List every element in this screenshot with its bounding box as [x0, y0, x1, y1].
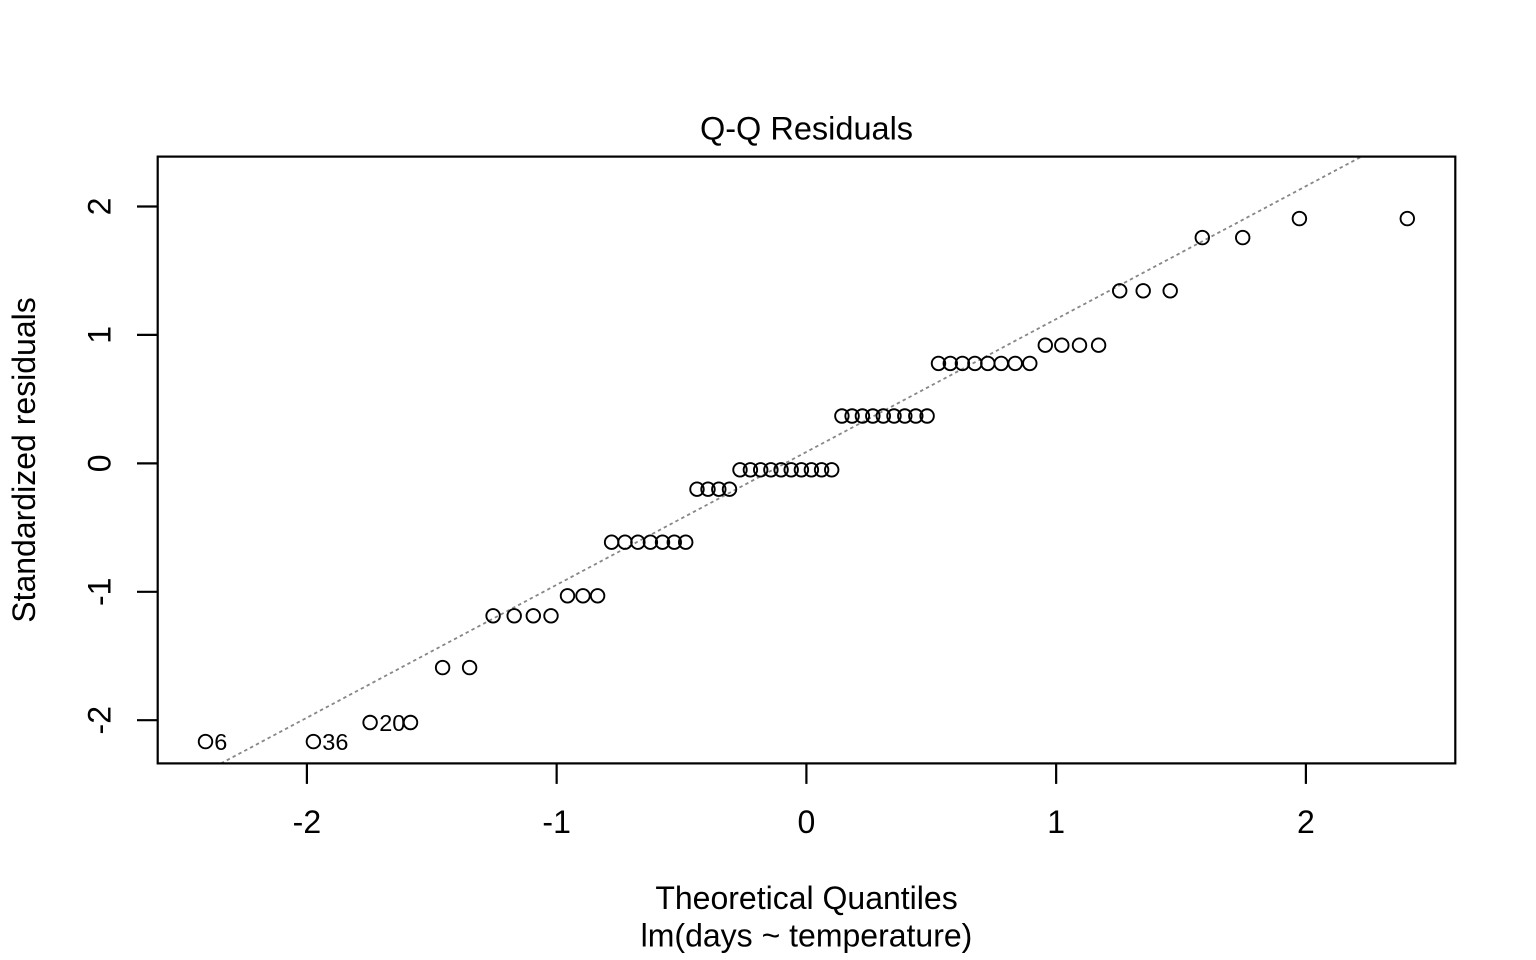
svg-text:20: 20: [379, 710, 405, 736]
svg-text:Standardized residuals: Standardized residuals: [6, 297, 42, 623]
svg-text:1: 1: [81, 326, 117, 344]
svg-text:Theoretical Quantiles: Theoretical Quantiles: [655, 880, 957, 916]
svg-text:-1: -1: [542, 804, 570, 840]
svg-text:0: 0: [798, 804, 816, 840]
svg-text:-2: -2: [81, 706, 117, 734]
svg-text:lm(days ~ temperature): lm(days ~ temperature): [641, 918, 973, 954]
svg-text:36: 36: [322, 729, 348, 755]
svg-text:6: 6: [214, 729, 227, 755]
svg-text:0: 0: [81, 455, 117, 473]
svg-text:2: 2: [81, 198, 117, 216]
svg-text:1: 1: [1047, 804, 1065, 840]
svg-text:-1: -1: [81, 578, 117, 606]
svg-text:-2: -2: [293, 804, 321, 840]
svg-text:Q-Q Residuals: Q-Q Residuals: [700, 111, 913, 147]
svg-text:2: 2: [1297, 804, 1315, 840]
